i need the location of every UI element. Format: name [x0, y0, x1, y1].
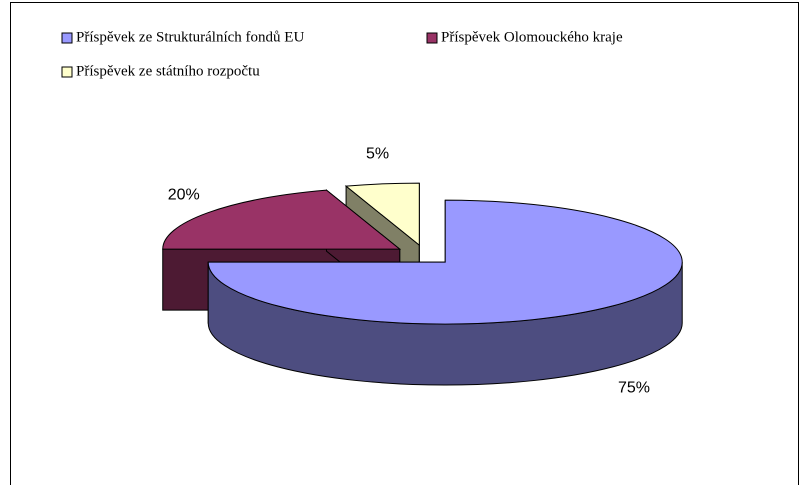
chart-border: [10, 2, 799, 485]
legend-swatch: [426, 32, 438, 44]
data-label: 20%: [168, 186, 200, 203]
slice: [162, 189, 402, 250]
legend-label: Příspěvek ze Strukturálních fondů EU: [76, 29, 304, 45]
legend-label: Příspěvek ze státního rozpočtu: [76, 63, 260, 79]
legend-swatch: [61, 66, 73, 78]
data-label: 5%: [366, 145, 389, 162]
legend-swatch: [61, 32, 73, 44]
slice: [207, 199, 683, 325]
data-label: 75%: [618, 379, 650, 396]
legend-label: Příspěvek Olomouckého kraje: [441, 29, 623, 45]
slice: [344, 182, 420, 247]
